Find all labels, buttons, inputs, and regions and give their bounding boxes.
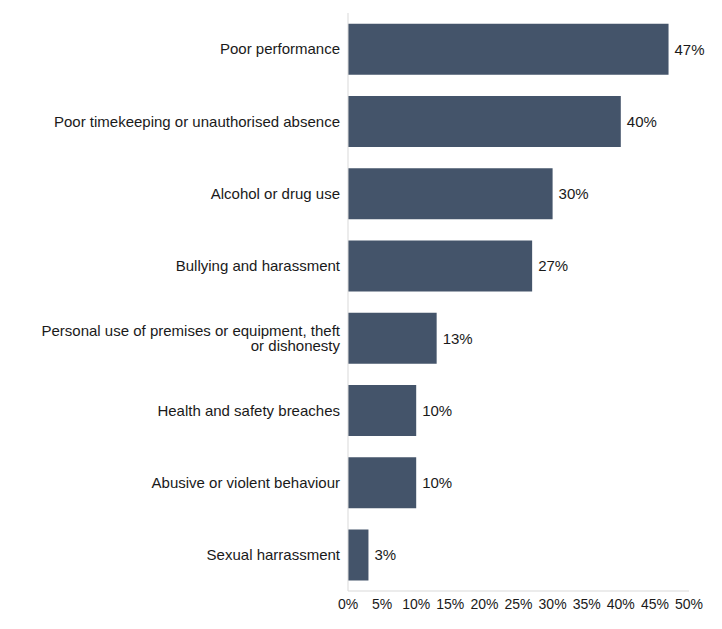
svg-text:5%: 5%	[372, 596, 392, 612]
svg-text:25%: 25%	[504, 596, 532, 612]
svg-text:20%: 20%	[470, 596, 498, 612]
svg-text:50%: 50%	[675, 596, 703, 612]
svg-text:Poor timekeeping or unauthoris: Poor timekeeping or unauthorised absence	[54, 113, 340, 130]
svg-text:0%: 0%	[338, 596, 358, 612]
svg-text:Sexual harrassment: Sexual harrassment	[207, 546, 341, 563]
svg-text:47%: 47%	[675, 41, 705, 58]
svg-text:10%: 10%	[402, 596, 430, 612]
svg-text:27%: 27%	[538, 257, 568, 274]
svg-text:Abusive or violent behaviour: Abusive or violent behaviour	[152, 474, 340, 491]
svg-text:Bullying and harassment: Bullying and harassment	[176, 257, 341, 274]
svg-text:45%: 45%	[641, 596, 669, 612]
svg-text:13%: 13%	[443, 330, 473, 347]
svg-text:Poor performance: Poor performance	[220, 40, 340, 57]
svg-text:35%: 35%	[573, 596, 601, 612]
svg-text:40%: 40%	[607, 596, 635, 612]
svg-text:Alcohol or drug use: Alcohol or drug use	[211, 185, 340, 202]
svg-text:40%: 40%	[627, 113, 657, 130]
svg-text:10%: 10%	[422, 474, 452, 491]
svg-text:Health and safety breaches: Health and safety breaches	[157, 402, 340, 419]
svg-text:30%: 30%	[539, 596, 567, 612]
svg-text:30%: 30%	[559, 185, 589, 202]
svg-text:15%: 15%	[436, 596, 464, 612]
svg-text:10%: 10%	[422, 402, 452, 419]
svg-text:Personal use of premises or eq: Personal use of premises or equipment, t…	[42, 322, 341, 354]
svg-text:3%: 3%	[374, 546, 396, 563]
